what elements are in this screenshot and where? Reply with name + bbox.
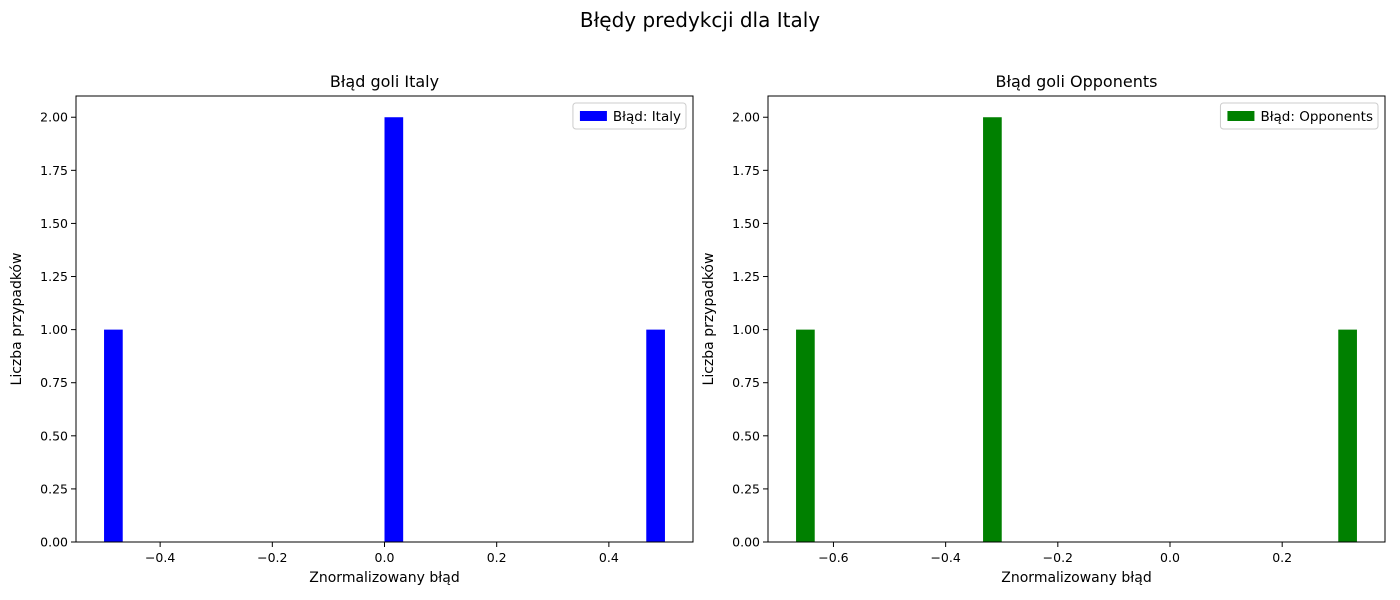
legend-swatch bbox=[1227, 111, 1255, 121]
legend: Błąd: Italy bbox=[572, 102, 687, 130]
chart-italy: −0.4 −0.2 0.0 0.2 0.4 0.00 0.25 0.50 0.75 1.00 1.2… bbox=[9, 72, 694, 586]
bar bbox=[384, 117, 404, 542]
y-tick-label: 1.25 bbox=[732, 269, 760, 284]
legend: Błąd: Opponents bbox=[1219, 102, 1379, 130]
y-tick-label: 1.50 bbox=[732, 216, 760, 231]
figure-title: Błędy predykcji dla Italy bbox=[580, 8, 820, 32]
bar bbox=[796, 329, 815, 542]
y-tick-label: 1.00 bbox=[40, 322, 68, 337]
y-tick-label: 0.25 bbox=[40, 481, 68, 496]
bar bbox=[646, 329, 665, 542]
y-tick-label: 0.00 bbox=[732, 535, 760, 550]
y-tick-label: 0.50 bbox=[732, 428, 760, 443]
legend-label: Błąd: Opponents bbox=[1260, 109, 1373, 125]
y-tick-label: 0.25 bbox=[732, 481, 760, 496]
y-axis-label: Liczba przypadków bbox=[9, 253, 25, 386]
y-tick-label: 2.00 bbox=[732, 110, 760, 125]
y-tick-label: 0.75 bbox=[40, 375, 68, 390]
legend-swatch bbox=[579, 111, 607, 121]
y-axis-label: Liczba przypadków bbox=[701, 253, 717, 386]
y-tick-label: 1.75 bbox=[732, 163, 760, 178]
x-tick-label: −0.2 bbox=[257, 550, 287, 565]
x-tick-label: −0.4 bbox=[930, 550, 960, 565]
x-tick-label: −0.2 bbox=[1043, 550, 1073, 565]
y-tick-label: 0.50 bbox=[40, 428, 68, 443]
x-tick-label: 0.2 bbox=[1272, 550, 1292, 565]
x-tick-label: 0.0 bbox=[375, 550, 395, 565]
x-tick-label: −0.6 bbox=[818, 550, 848, 565]
y-tick-label: 0.75 bbox=[732, 375, 760, 390]
x-axis-label: Znormalizowany błąd bbox=[309, 570, 459, 586]
y-tick-label: 1.75 bbox=[40, 163, 68, 178]
x-axis-label: Znormalizowany błąd bbox=[1001, 570, 1151, 586]
axes-title: Błąd goli Opponents bbox=[996, 72, 1158, 91]
x-tick-label: −0.4 bbox=[145, 550, 175, 565]
axes-frame bbox=[767, 95, 1386, 543]
y-tick-label: 1.00 bbox=[732, 322, 760, 337]
legend-box bbox=[572, 102, 687, 130]
y-tick-label: 2.00 bbox=[40, 110, 68, 125]
y-tick-label: 0.00 bbox=[40, 535, 68, 550]
y-tick-label: 1.25 bbox=[40, 269, 68, 284]
x-tick-label: 0.4 bbox=[599, 550, 619, 565]
bar bbox=[104, 329, 123, 542]
x-tick-label: 0.0 bbox=[1160, 550, 1180, 565]
y-tick-label: 1.50 bbox=[40, 216, 68, 231]
axes-title: Błąd goli Italy bbox=[330, 72, 439, 91]
bar bbox=[1338, 329, 1357, 542]
bar bbox=[983, 117, 1002, 542]
chart-opponents: −0.6 −0.4 −0.2 0.0 0.2 0.00 0.25 0.50 0.75 1.00 1.… bbox=[701, 72, 1386, 586]
legend-label: Błąd: Italy bbox=[613, 109, 681, 125]
x-tick-label: 0.2 bbox=[487, 550, 507, 565]
legend-box bbox=[1219, 102, 1379, 130]
